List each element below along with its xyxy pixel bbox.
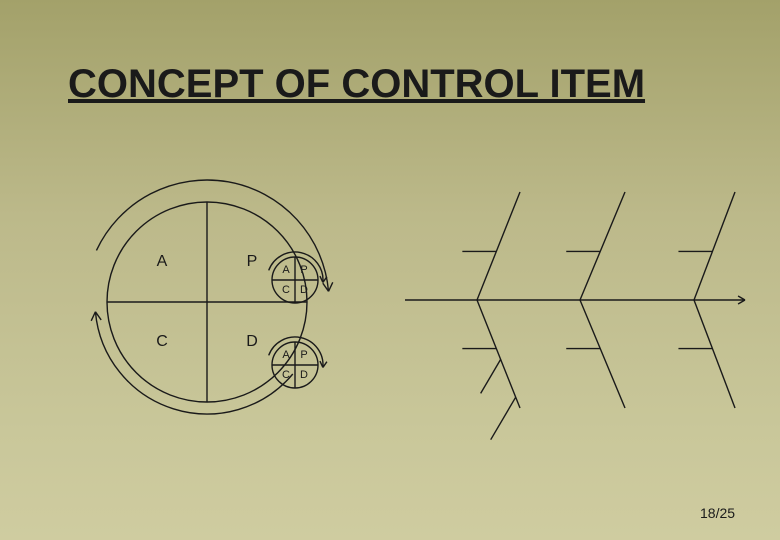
fishbone-rib-3 [477, 300, 520, 408]
fishbone-rib-4 [580, 300, 625, 408]
pdca-big-label-d: D [246, 333, 258, 350]
fishbone-rib-2 [694, 192, 735, 300]
fishbone-rib-1 [580, 192, 625, 300]
pdca-big-label-c: C [156, 333, 168, 350]
pdca-big-arrow-top [329, 282, 333, 291]
pdca-big-arrow-bot [91, 312, 95, 321]
pdca-small-d-0: D [300, 284, 308, 296]
pdca-small-p-1: P [300, 349, 307, 361]
fishbone-rib-0 [477, 192, 520, 300]
pdca-small-p-0: P [300, 264, 307, 276]
diagram-canvas: APCDAPCDAPCD [0, 0, 780, 540]
fishbone-rib-5 [694, 300, 735, 408]
fishbone-sub-extra-1 [491, 397, 516, 440]
pdca-small-a-0: A [282, 264, 290, 276]
pdca-big-label-a: A [157, 253, 168, 270]
pdca-small-c-1: C [282, 369, 290, 381]
pdca-big-arc-bot [95, 312, 292, 414]
fishbone-sub-extra-0 [481, 359, 501, 393]
pdca-small-a-1: A [282, 349, 290, 361]
pdca-small-d-1: D [300, 369, 308, 381]
pdca-big-label-p: P [247, 253, 258, 270]
pdca-small-c-0: C [282, 284, 290, 296]
